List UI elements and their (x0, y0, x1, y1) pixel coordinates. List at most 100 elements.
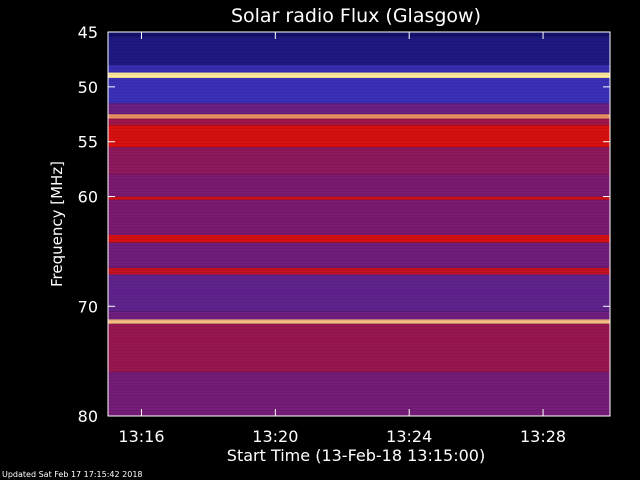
texture-line (108, 245, 610, 246)
texture-line (108, 80, 610, 81)
texture-line (108, 386, 610, 387)
x-axis-label: Start Time (13-Feb-18 13:15:00) (227, 446, 485, 465)
texture-line (108, 251, 610, 252)
texture-line (108, 113, 610, 114)
texture-line (108, 110, 610, 111)
texture-line (108, 287, 610, 288)
texture-line (108, 164, 610, 165)
texture-line (108, 68, 610, 69)
texture-line (108, 320, 610, 321)
texture-line (108, 335, 610, 336)
texture-line (108, 290, 610, 291)
texture-line (108, 170, 610, 171)
texture-line (108, 278, 610, 279)
texture-line (108, 332, 610, 333)
texture-line (108, 269, 610, 270)
texture-line (108, 176, 610, 177)
texture-line (108, 263, 610, 264)
texture-line (108, 395, 610, 396)
texture-line (108, 35, 610, 36)
texture-line (108, 371, 610, 372)
texture-line (108, 167, 610, 168)
spectrum-band-4 (108, 78, 610, 104)
texture-line (108, 125, 610, 126)
texture-line (108, 398, 610, 399)
x-tick-label: 13:20 (252, 427, 298, 446)
texture-line (108, 65, 610, 66)
texture-line (108, 92, 610, 93)
texture-line (108, 161, 610, 162)
texture-line (108, 203, 610, 204)
texture-line (108, 122, 610, 123)
spectrum-band-1 (108, 36, 610, 65)
texture-line (108, 212, 610, 213)
texture-line (108, 281, 610, 282)
texture-line (108, 359, 610, 360)
texture-line (108, 374, 610, 375)
spectrum-band-12 (108, 199, 610, 235)
texture-line (108, 305, 610, 306)
texture-line (108, 53, 610, 54)
texture-line (108, 299, 610, 300)
x-tick-label: 13:28 (520, 427, 566, 446)
texture-line (108, 284, 610, 285)
spectrum-band-17 (108, 311, 610, 320)
texture-line (108, 143, 610, 144)
texture-line (108, 296, 610, 297)
texture-line (108, 98, 610, 99)
texture-line (108, 182, 610, 183)
texture-line (108, 38, 610, 39)
spectrum-band-15 (108, 267, 610, 275)
texture-line (108, 86, 610, 87)
texture-line (108, 137, 610, 138)
texture-line (108, 104, 610, 105)
texture-line (108, 47, 610, 48)
texture-line (108, 119, 610, 120)
y-axis: 45 50 55 60 70 80 (78, 23, 610, 426)
spectrum-band-2 (108, 64, 610, 73)
texture-line (108, 233, 610, 234)
texture-line (108, 242, 610, 243)
texture-line (108, 338, 610, 339)
texture-line (108, 275, 610, 276)
texture-line (108, 380, 610, 381)
texture-line (108, 62, 610, 63)
texture-line (108, 377, 610, 378)
texture-line (108, 218, 610, 219)
y-tick-label: 70 (78, 297, 98, 316)
texture-line (108, 71, 610, 72)
texture-line (108, 194, 610, 195)
texture-line (108, 254, 610, 255)
spectrum-band-11 (108, 196, 610, 200)
texture-line (108, 224, 610, 225)
texture-line (108, 407, 610, 408)
spectrum-band-14 (108, 242, 610, 268)
texture-line (108, 149, 610, 150)
texture-line (108, 347, 610, 348)
y-tick-label: 55 (78, 133, 98, 152)
texture-line (108, 221, 610, 222)
texture-line (108, 356, 610, 357)
texture-line (108, 173, 610, 174)
y-tick-label: 60 (78, 188, 98, 207)
spectrum-band-7 (108, 118, 610, 126)
spectrum-band-10 (108, 174, 610, 197)
texture-line (108, 59, 610, 60)
texture-line (108, 404, 610, 405)
texture-line (108, 77, 610, 78)
texture-line (108, 116, 610, 117)
texture-line (108, 239, 610, 240)
texture-line (108, 308, 610, 309)
texture-line (108, 368, 610, 369)
texture-line (108, 188, 610, 189)
texture-line (108, 44, 610, 45)
texture-line (108, 134, 610, 135)
texture-line (108, 140, 610, 141)
update-timestamp: Updated Sat Feb 17 17:15:42 2018 (2, 470, 143, 479)
texture-line (108, 329, 610, 330)
texture-line (108, 74, 610, 75)
texture-line (108, 326, 610, 327)
texture-line (108, 101, 610, 102)
spectrum-band-16 (108, 274, 610, 312)
